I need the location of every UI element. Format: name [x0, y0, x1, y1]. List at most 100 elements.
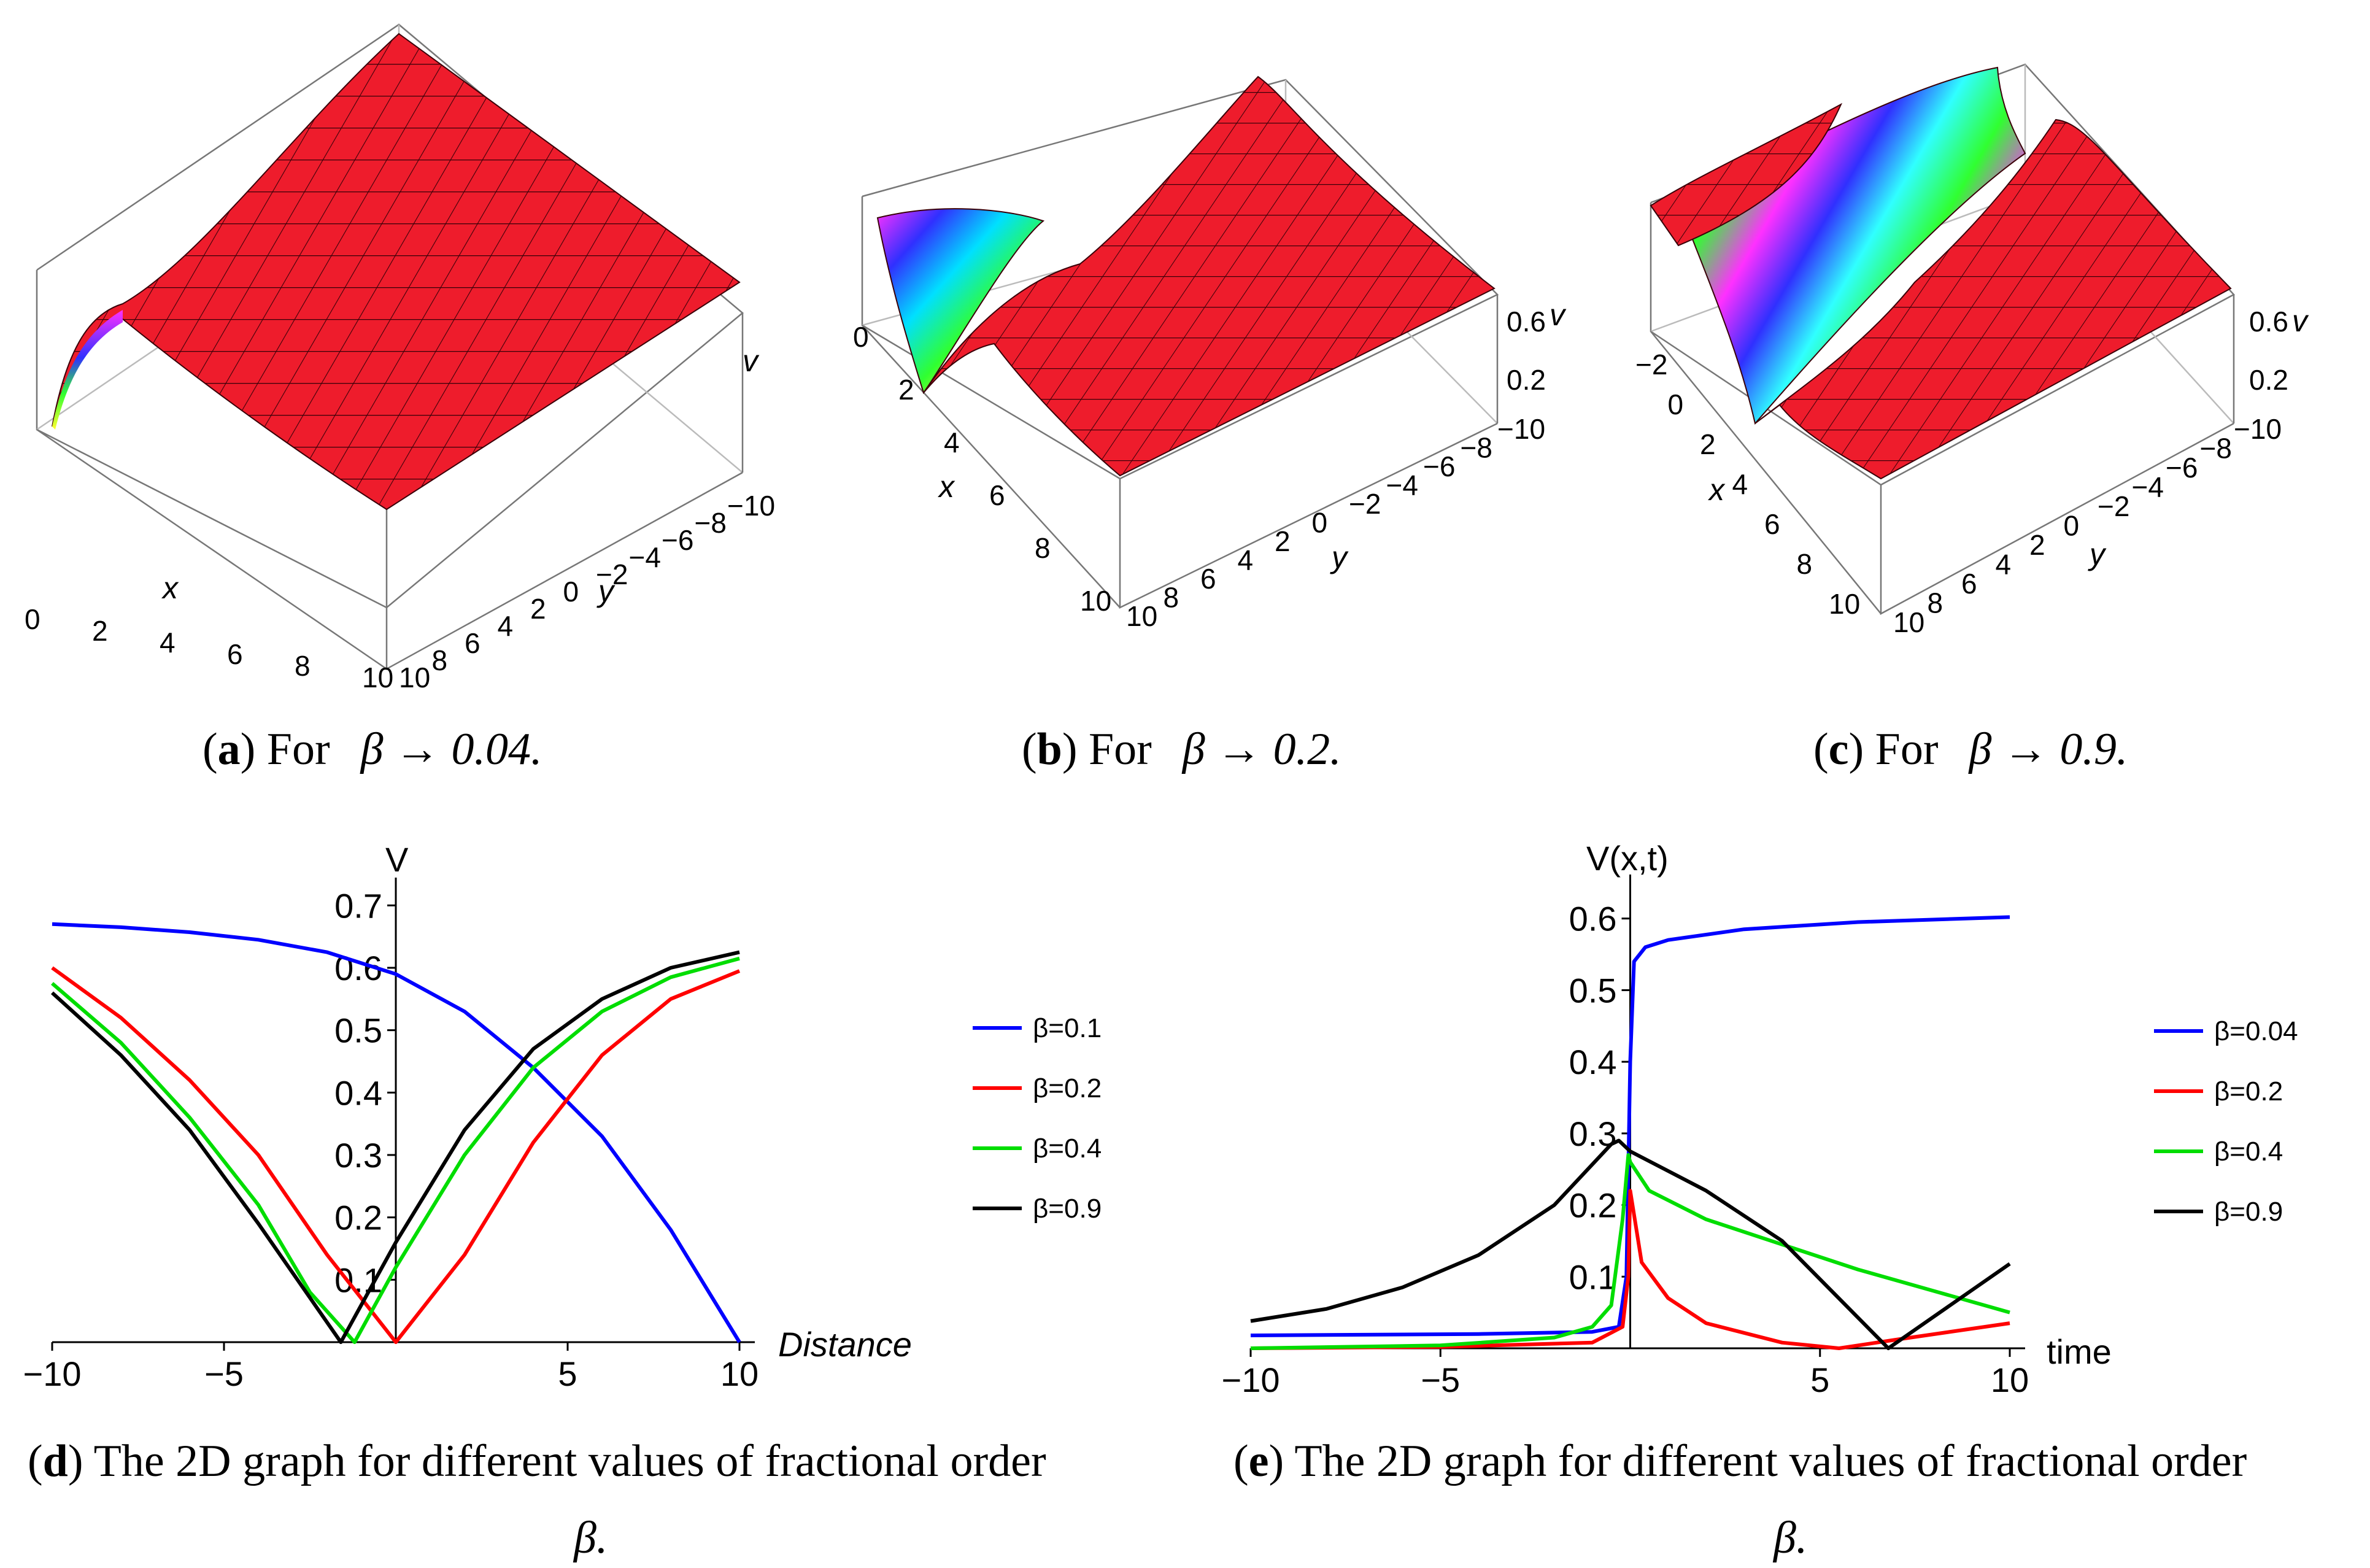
ticks-e: −10 −5 5 100.10.20.30.40.50.6 [1222, 900, 2029, 1399]
y-label-b: y [1330, 540, 1349, 574]
y-tick-c: 4 [1996, 549, 2012, 581]
z-tick-c: 0.6 [2249, 306, 2288, 338]
caption-d: (d) The 2D graph for different values of… [28, 1436, 1046, 1486]
series-e [1250, 915, 2011, 1350]
x-tick-b: 10 [1080, 585, 1111, 617]
series-line-e-2 [1250, 1153, 2010, 1350]
x-tick-a: 4 [160, 627, 176, 658]
y-tick-c: 10 [1893, 606, 1924, 638]
y-tick-a: −6 [662, 524, 693, 556]
series-line-e-3 [1250, 1138, 2011, 1350]
x-tick-c: 10 [1829, 588, 1860, 620]
series-line-d-0 [52, 922, 741, 1343]
caption-c-letter: c [1829, 724, 1849, 774]
legend-label-d-1: β=0.2 [1033, 1073, 1102, 1103]
x-tick-label-d: 5 [558, 1354, 577, 1393]
y-label-e: V(x,t) [1586, 839, 1669, 878]
y-tick-b: −10 [1497, 413, 1545, 445]
x-tick-label-e: 10 [1991, 1361, 2029, 1399]
legend-label-d-3: β=0.9 [1033, 1194, 1102, 1224]
y-tick-label-d: 0.7 [334, 886, 382, 925]
legend-label-e-1: β=0.2 [2214, 1076, 2283, 1106]
y-tick-c: −10 [2234, 413, 2282, 445]
x-tick-label-d: 10 [720, 1354, 758, 1393]
caption-c-expr: β → 0.9. [1967, 724, 2128, 774]
legend-e: β=0.04 β=0.2 β=0.4 β=0.9 [2154, 1016, 2298, 1227]
caption-a-letter: a [218, 724, 241, 774]
line-chart-d: −10 −5 5 100.10.20.30.40.50.60.7 β=0.1β=0.2… [23, 840, 1102, 1393]
caption-e-tail: β. [1772, 1513, 1807, 1563]
y-tick-b: 0 [1312, 507, 1328, 539]
z-ticks-b: 0.2 0.6 [1507, 306, 1546, 396]
axes-d [52, 878, 755, 1343]
caption-b-text: ) For [1062, 724, 1152, 774]
x-tick-a: 6 [227, 638, 243, 670]
x-label-b: x [938, 469, 955, 504]
y-label-d: V [385, 840, 409, 879]
y-tick-a: 4 [498, 610, 514, 642]
y-tick-label-e: 0.6 [1569, 900, 1617, 938]
y-tick-b: 4 [1238, 544, 1254, 576]
y-tick-label-d: 0.5 [334, 1011, 382, 1050]
caption-e-letter: e [1249, 1436, 1269, 1486]
y-tick-a: 0 [563, 576, 579, 608]
x-tick-c: 4 [1732, 468, 1748, 500]
legend-label-e-3: β=0.9 [2214, 1197, 2283, 1227]
y-tick-label-e: 0.2 [1569, 1186, 1617, 1225]
x-tick-a: 0 [25, 603, 41, 635]
y-tick-a: −10 [727, 490, 775, 522]
z-tick-c: 0.2 [2249, 364, 2288, 396]
caption-a: (a) For β → 0.04. [203, 724, 542, 774]
y-tick-c: −6 [2166, 452, 2198, 484]
y-tick-a: 2 [530, 593, 546, 625]
x-label-e: time [2047, 1332, 2112, 1371]
caption-d-text: ) The 2D graph for different values of f… [68, 1436, 1046, 1486]
surface-a [52, 33, 741, 511]
series-line-d-2 [51, 956, 740, 1344]
caption-e: (e) The 2D graph for different values of… [1233, 1436, 2247, 1486]
y-tick-a: 6 [465, 627, 481, 659]
y-tick-c: 0 [2064, 510, 2080, 542]
y-tick-a: −4 [629, 541, 661, 573]
x-label-c: x [1708, 473, 1726, 507]
x-tick-c: 0 [1668, 388, 1684, 420]
y-tick-b: −8 [1461, 432, 1492, 464]
z-ticks-c: 0.2 0.6 [2249, 306, 2288, 396]
y-tick-a: −8 [695, 507, 727, 539]
y-tick-c: 2 [2029, 529, 2045, 561]
x-tick-c: −2 [1635, 349, 1667, 380]
y-tick-c: 8 [1928, 587, 1943, 619]
y-tick-b: 8 [1164, 582, 1179, 614]
x-tick-c: 6 [1764, 508, 1780, 540]
x-ticks-a: 0 2 4 6 8 10 [25, 603, 393, 693]
legend-label-e-2: β=0.4 [2214, 1137, 2283, 1167]
y-tick-c: 6 [1961, 568, 1977, 600]
z-tick-b: 0.2 [1507, 364, 1546, 396]
surface-b-rainbow [876, 208, 1045, 395]
x-tick-c: 8 [1797, 548, 1813, 580]
y-tick-c: −2 [2098, 490, 2129, 522]
legend-d: β=0.1 β=0.2 β=0.4 β=0.9 [973, 1013, 1102, 1224]
surface-c [1754, 118, 2232, 480]
y-tick-label-d: 0.4 [334, 1073, 382, 1112]
z-tick-b: 0.6 [1507, 306, 1546, 338]
x-tick-b: 4 [944, 427, 960, 458]
x-label-d: Distance [778, 1325, 912, 1364]
series-d [50, 922, 741, 1344]
legend-label-d-2: β=0.4 [1033, 1134, 1102, 1164]
caption-a-text: ) For [241, 724, 330, 774]
y-tick-b: 6 [1200, 563, 1216, 595]
axes-e [1251, 875, 2025, 1350]
z-label-c: v [2292, 304, 2309, 338]
caption-b-expr: β → 0.2. [1181, 724, 1341, 774]
caption-b-letter: b [1037, 724, 1062, 774]
x-tick-a: 8 [295, 650, 311, 682]
caption-b: (b) For β → 0.2. [1022, 724, 1341, 774]
series-line-e-1 [1250, 1189, 2010, 1350]
